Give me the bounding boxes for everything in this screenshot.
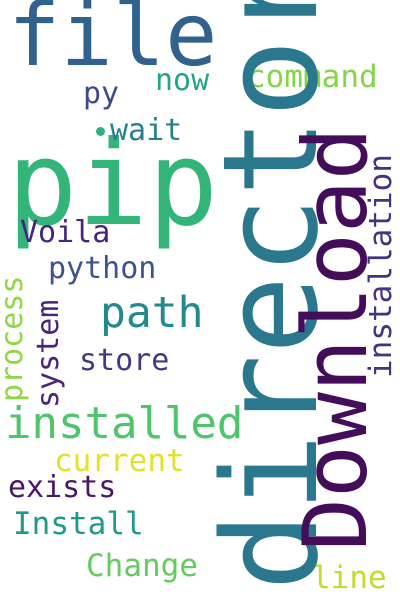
word-exists: exists xyxy=(8,470,117,505)
word-voila: Voila xyxy=(20,215,111,250)
word-pip: pip xyxy=(7,115,219,252)
word-process: process xyxy=(0,275,30,402)
word-store: store xyxy=(79,343,170,378)
word-py: py xyxy=(83,76,120,111)
word-wait: wait xyxy=(110,113,183,148)
word-installed: installed xyxy=(5,398,244,449)
word-current: current xyxy=(54,443,185,479)
word-change: Change xyxy=(86,548,198,584)
word-now: now xyxy=(155,63,210,98)
word-path: path xyxy=(100,288,204,338)
word-system: system xyxy=(31,299,66,408)
word-line: line xyxy=(312,560,387,596)
word-file: file xyxy=(8,0,218,86)
word-install: Install xyxy=(13,506,144,542)
word-command: command xyxy=(247,59,378,95)
word-python: python xyxy=(48,251,157,286)
dot-mark xyxy=(96,127,105,136)
word-installation: installation xyxy=(363,154,399,378)
